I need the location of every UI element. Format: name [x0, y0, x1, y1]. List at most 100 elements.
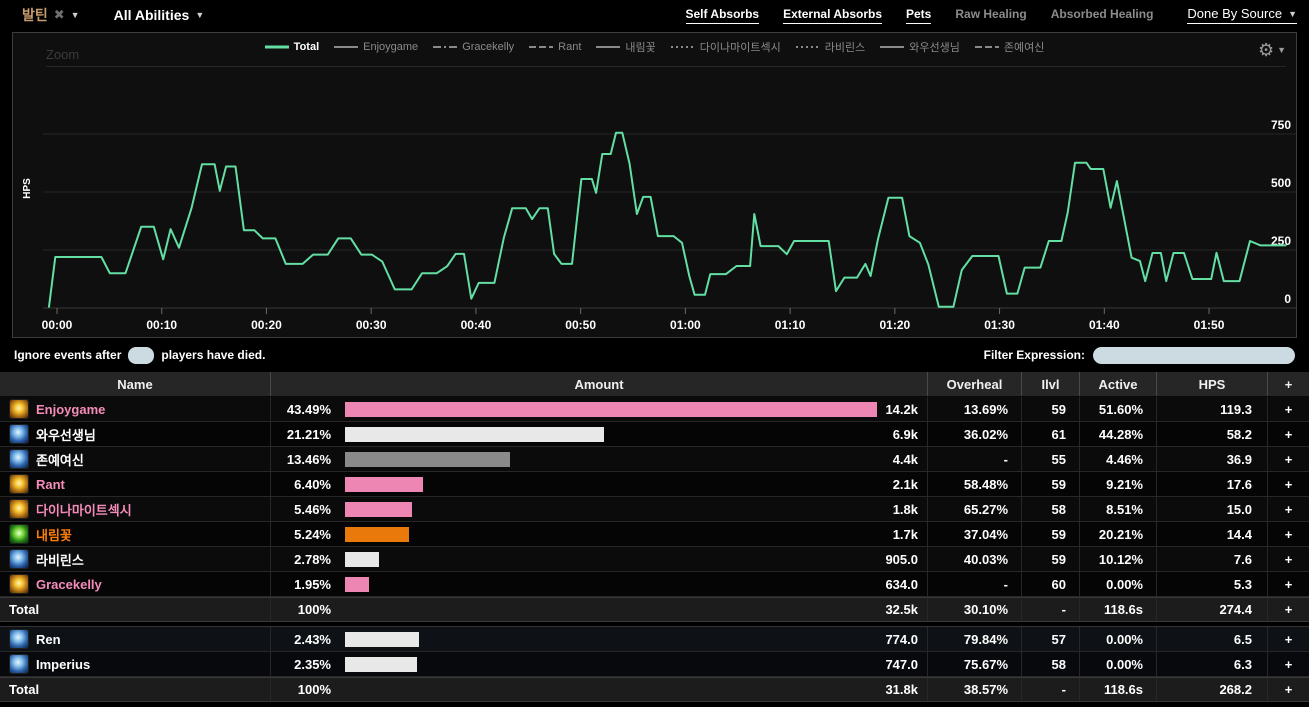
amount-value: 634.0: [885, 576, 918, 592]
amount-value: 1.7k: [892, 526, 918, 542]
table-separator: [0, 622, 1309, 626]
boss-name: 발틴: [22, 7, 48, 23]
svg-text:01:20: 01:20: [879, 318, 910, 332]
overheal-value: -: [928, 572, 1022, 596]
expand-button[interactable]: +: [1284, 551, 1293, 567]
player-name-cell: 와우선생님: [0, 422, 271, 446]
expand-button[interactable]: +: [1284, 401, 1293, 417]
legend-item-존예여신[interactable]: 존예여신: [974, 39, 1044, 55]
column-header-name[interactable]: Name: [0, 372, 271, 396]
pet-class-icon: [9, 654, 29, 674]
active-value: 0.00%: [1080, 627, 1157, 651]
expand-button[interactable]: +: [1284, 451, 1293, 467]
table-row[interactable]: 다이나마이트섹시 5.46% 1.8k 65.27% 58 8.51% 15.0 +: [0, 497, 1309, 522]
chart-settings[interactable]: ⚙ ▼: [1258, 41, 1286, 59]
player-name-cell: Imperius: [0, 652, 271, 676]
legend-item-내림꽃[interactable]: 내림꽃: [596, 39, 656, 55]
hps-value: 6.3: [1157, 652, 1268, 676]
player-name: 다이나마이트섹시: [36, 502, 132, 518]
legend-line-sample: [529, 46, 554, 48]
legend-item-enjoygame[interactable]: Enjoygame: [334, 41, 418, 53]
table-header-row: Name Amount Overheal Ilvl Active HPS +: [0, 372, 1309, 397]
active-value: 8.51%: [1080, 497, 1157, 521]
column-header-ilvl[interactable]: Ilvl: [1022, 372, 1080, 396]
chevron-down-icon: ▼: [1288, 8, 1297, 19]
tab-self-absorbs[interactable]: Self Absorbs: [685, 7, 760, 24]
boss-selector[interactable]: 발틴 ✖ ▼: [22, 5, 80, 25]
legend-line-sample: [795, 46, 820, 48]
expand-button[interactable]: +: [1284, 576, 1293, 592]
overheal-value: 36.02%: [928, 422, 1022, 446]
pet-class-icon: [9, 629, 29, 649]
amount-percent: 21.21%: [286, 426, 331, 442]
chevron-down-icon: ▼: [1277, 45, 1286, 55]
ilvl-value: 59: [1022, 547, 1080, 571]
legend-item-total[interactable]: Total: [264, 41, 319, 53]
table-row[interactable]: 라비린스 2.78% 905.0 40.03% 59 10.12% 7.6 +: [0, 547, 1309, 572]
gear-icon[interactable]: ⚙: [1257, 40, 1275, 60]
amount-bar: [345, 401, 877, 417]
player-name: Gracekelly: [36, 576, 102, 592]
expand-button[interactable]: +: [1284, 526, 1293, 542]
amount-value: 14.2k: [885, 401, 918, 417]
column-header-hps[interactable]: HPS: [1157, 372, 1268, 396]
player-name-cell: Enjoygame: [0, 397, 271, 421]
player-name: Rant: [36, 476, 65, 492]
table-row[interactable]: Ren 2.43% 774.0 79.84% 57 0.00% 6.5 +: [0, 627, 1309, 652]
x-icon[interactable]: ✖: [53, 7, 65, 22]
table-row[interactable]: 존예여신 13.46% 4.4k -55 4.46% 36.9 +: [0, 447, 1309, 472]
legend-label: 라비린스: [824, 42, 866, 54]
legend-item-rant[interactable]: Rant: [529, 41, 581, 53]
amount-percent: 5.46%: [294, 501, 331, 517]
column-header-active[interactable]: Active: [1080, 372, 1157, 396]
expand-button[interactable]: +: [1284, 682, 1293, 697]
top-toolbar: 발틴 ✖ ▼ All Abilities ▼ Self Absorbs Exter…: [0, 0, 1309, 30]
expand-button[interactable]: +: [1284, 631, 1293, 647]
deaths-count-input[interactable]: [128, 346, 155, 364]
table-row[interactable]: 내림꽃 5.24% 1.7k 37.04% 59 20.21% 14.4 +: [0, 522, 1309, 547]
player-name: 라비린스: [36, 552, 84, 568]
total-label-cell: Total: [0, 678, 271, 701]
tab-external-absorbs[interactable]: External Absorbs: [783, 7, 882, 24]
hps-chart-panel[interactable]: Zoom Total Enjoygame Gracekelly Rant 내림꽃 다이나마…: [12, 32, 1297, 338]
total-amount-value: 32.5k: [885, 602, 918, 617]
svg-text:01:40: 01:40: [1089, 318, 1120, 332]
table-row[interactable]: Enjoygame 43.49% 14.2k 13.69% 59 51.60% 119.3 +: [0, 397, 1309, 422]
table-row[interactable]: Imperius 2.35% 747.0 75.67% 58 0.00% 6.3 +: [0, 652, 1309, 677]
ilvl-value: 57: [1022, 627, 1080, 651]
tab-raw-healing[interactable]: Raw Healing: [955, 7, 1027, 21]
tab-pets[interactable]: Pets: [906, 7, 932, 24]
legend-item-gracekelly[interactable]: Gracekelly: [433, 41, 514, 53]
svg-text:500: 500: [1271, 176, 1291, 190]
zoom-label: Zoom: [46, 47, 80, 62]
filter-expression-input[interactable]: [1093, 346, 1295, 364]
chevron-down-icon[interactable]: ▼: [70, 10, 80, 20]
overheal-value: 75.67%: [928, 652, 1022, 676]
player-name: 내림꽃: [36, 527, 72, 543]
expand-button[interactable]: +: [1284, 656, 1293, 672]
paladin-class-icon: [9, 574, 29, 594]
column-header-expand[interactable]: +: [1284, 376, 1293, 392]
table-row[interactable]: 와우선생님 21.21% 6.9k 36.02% 61 44.28% 58.2 +: [0, 422, 1309, 447]
column-header-overheal[interactable]: Overheal: [928, 372, 1022, 396]
legend-item-다이나마이트섹시[interactable]: 다이나마이트섹시: [670, 39, 781, 55]
expand-button[interactable]: +: [1284, 476, 1293, 492]
expand-button[interactable]: +: [1284, 501, 1293, 517]
ignore-events-label-prefix: Ignore events after: [14, 348, 122, 362]
tab-absorbed-healing[interactable]: Absorbed Healing: [1050, 7, 1154, 21]
amount-percent: 2.78%: [294, 551, 331, 567]
expand-button[interactable]: +: [1284, 426, 1293, 442]
expand-button[interactable]: +: [1284, 602, 1293, 617]
table-row[interactable]: Rant 6.40% 2.1k 58.48% 59 9.21% 17.6 +: [0, 472, 1309, 497]
active-value: 9.21%: [1080, 472, 1157, 496]
amount-bar: [345, 426, 604, 442]
column-header-amount[interactable]: Amount: [271, 372, 928, 396]
legend-item-와우선생님[interactable]: 와우선생님: [880, 39, 960, 55]
total-active-value: 118.6s: [1080, 598, 1157, 621]
done-by-source-dropdown[interactable]: Done By Source ▼: [1187, 6, 1297, 24]
active-value: 44.28%: [1080, 422, 1157, 446]
table-row[interactable]: Gracekelly 1.95% 634.0-60 0.00% 5.3 +: [0, 572, 1309, 597]
legend-item-라비린스[interactable]: 라비린스: [795, 39, 866, 55]
abilities-dropdown[interactable]: All Abilities ▼: [114, 7, 205, 23]
